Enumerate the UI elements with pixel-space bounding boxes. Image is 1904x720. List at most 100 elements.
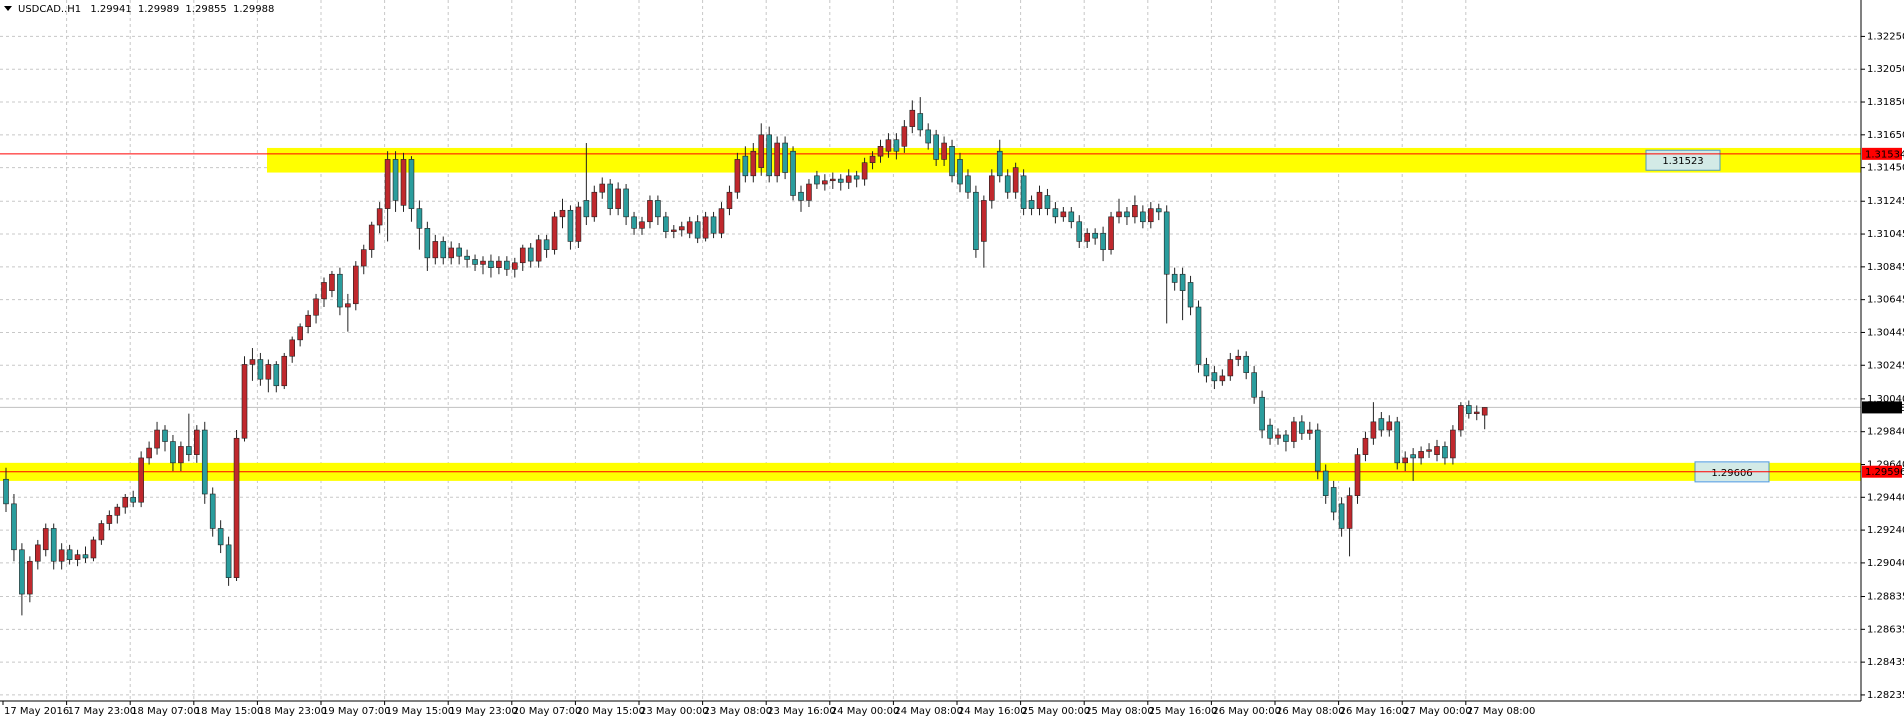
candle-body xyxy=(1346,495,1353,529)
candle-body xyxy=(1219,375,1226,382)
x-tick-label: 19 May 15:00 xyxy=(386,706,455,717)
y-tick-label: 1.31850 xyxy=(1867,97,1904,108)
candle-body xyxy=(496,260,502,268)
candle-body xyxy=(289,339,296,357)
candle-body xyxy=(909,109,916,127)
candle-body xyxy=(130,496,136,503)
candle-body xyxy=(575,206,582,242)
y-tick-label: 1.32250 xyxy=(1867,31,1904,42)
candle-body xyxy=(1060,211,1067,218)
candle-body xyxy=(1163,211,1170,275)
x-tick-label: 17 May 23:00 xyxy=(68,706,137,717)
candle-body xyxy=(1171,273,1178,283)
candle-body xyxy=(1418,451,1424,459)
candle-body xyxy=(480,260,486,265)
y-tick-label: 1.28635 xyxy=(1867,624,1904,635)
y-tick-label: 1.30845 xyxy=(1867,262,1904,273)
candle-body xyxy=(1179,273,1186,291)
candle-body xyxy=(933,134,939,160)
candle-body xyxy=(869,155,876,164)
zone-label-box xyxy=(1645,149,1721,171)
candle-body xyxy=(1155,208,1162,213)
candle-body xyxy=(162,429,168,442)
candle-body xyxy=(837,178,844,183)
candle-body xyxy=(265,364,272,380)
candle-body xyxy=(1267,424,1273,439)
candle-body xyxy=(615,188,621,209)
candle-body xyxy=(1291,421,1297,442)
candle-body xyxy=(1481,407,1488,416)
candle-body xyxy=(1243,355,1249,373)
candle-body xyxy=(249,359,256,365)
x-tick-label: 26 May 16:00 xyxy=(1340,706,1409,717)
candle-body xyxy=(1148,208,1154,223)
candle-body xyxy=(885,139,892,152)
candle-body xyxy=(1036,191,1043,209)
x-tick-label: 20 May 15:00 xyxy=(576,706,645,717)
candle-body xyxy=(11,503,17,551)
candles xyxy=(3,97,1488,616)
candle-body xyxy=(313,298,319,316)
candle-body xyxy=(758,134,765,168)
candle-body xyxy=(464,255,470,260)
x-tick-label: 23 May 16:00 xyxy=(767,706,836,717)
candle-body xyxy=(694,221,701,239)
candle-body xyxy=(527,247,534,262)
candle-body xyxy=(432,241,439,259)
y-tick-label: 1.31045 xyxy=(1867,229,1904,240)
candle-body xyxy=(281,355,288,387)
candle-body xyxy=(416,208,423,229)
candle-body xyxy=(901,126,908,147)
candle-body xyxy=(1458,405,1464,431)
candle-body xyxy=(1052,208,1059,218)
candle-body xyxy=(217,528,224,546)
candle-body xyxy=(1028,200,1035,209)
candle-body xyxy=(710,216,717,234)
candle-body xyxy=(1203,364,1210,377)
y-tick-label: 1.31450 xyxy=(1867,163,1904,174)
candle-body xyxy=(726,191,733,209)
candle-body xyxy=(583,200,590,218)
candle-body xyxy=(631,216,637,229)
candle-body xyxy=(1275,434,1281,439)
candle-body xyxy=(996,150,1003,177)
x-tick-label: 19 May 07:00 xyxy=(322,706,391,717)
candle-body xyxy=(1362,437,1369,455)
candle-body xyxy=(472,259,478,265)
candle-body xyxy=(678,226,685,231)
price-tag-label: 1.29596 xyxy=(1865,467,1904,478)
candle-body xyxy=(170,441,176,464)
x-tick-label: 24 May 00:00 xyxy=(831,706,900,717)
x-tick-label: 26 May 08:00 xyxy=(1276,706,1345,717)
candle-body xyxy=(297,326,303,341)
candle-body xyxy=(400,159,407,206)
candle-body xyxy=(965,175,971,193)
candle-body xyxy=(1187,282,1194,308)
candle-body xyxy=(186,446,192,455)
candle-body xyxy=(750,150,757,177)
candle-body xyxy=(543,239,550,250)
candle-body xyxy=(1124,211,1130,218)
candle-body xyxy=(822,180,828,185)
candle-body xyxy=(845,175,852,183)
candle-body xyxy=(3,478,9,505)
candle-body xyxy=(639,221,645,229)
candle-body xyxy=(1426,449,1432,452)
y-tick-label: 1.28835 xyxy=(1867,592,1904,603)
candle-body xyxy=(178,446,184,464)
y-tick-label: 1.31650 xyxy=(1867,130,1904,141)
candle-body xyxy=(774,142,780,177)
x-tick-label: 25 May 00:00 xyxy=(1022,706,1091,717)
candle-body xyxy=(114,506,121,516)
price-tag xyxy=(1862,401,1902,414)
candle-body xyxy=(1338,503,1345,529)
y-tick-label: 1.29040 xyxy=(1867,558,1904,569)
candle-body xyxy=(853,175,860,180)
candle-body xyxy=(1442,446,1448,459)
candle-body xyxy=(1473,411,1480,414)
candle-body xyxy=(321,282,327,300)
candle-body xyxy=(607,183,614,209)
y-tick-label: 1.29840 xyxy=(1867,427,1904,438)
price-lines xyxy=(0,153,1861,473)
